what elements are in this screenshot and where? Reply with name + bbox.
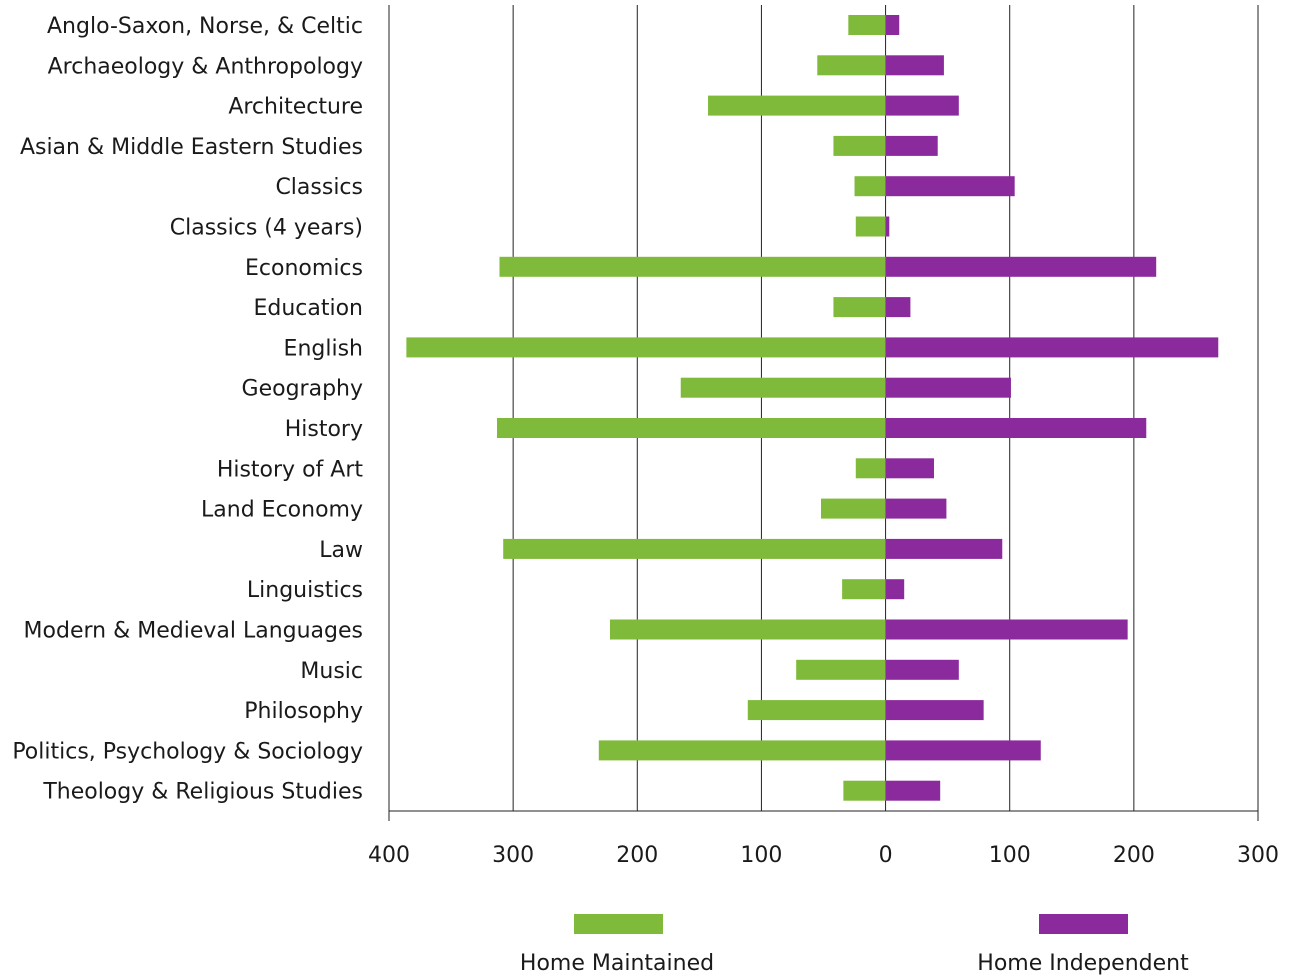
bar-home-maintained	[680, 377, 886, 398]
bar-home-independent	[885, 700, 984, 721]
legend-home-maintained-label: Home Maintained	[520, 951, 714, 976]
category-label: English	[284, 336, 363, 361]
legend-home-maintained-swatch	[574, 914, 663, 934]
legend-home-independent-label: Home Independent	[977, 951, 1189, 976]
bar-home-maintained	[406, 337, 886, 358]
category-label: Music	[300, 659, 363, 684]
bar-home-maintained	[855, 216, 886, 237]
x-tick-labels: 400 300 200 100 0 100 200 300	[368, 843, 1279, 868]
category-label: Philosophy	[244, 699, 363, 724]
bar-home-maintained	[598, 740, 886, 761]
bar-home-maintained	[833, 135, 886, 156]
bars	[406, 15, 1219, 801]
x-tick-label: 0	[879, 843, 893, 868]
bar-home-independent	[885, 256, 1157, 277]
bar-home-maintained	[854, 176, 886, 197]
x-tick-label: 200	[616, 843, 658, 868]
category-label: Law	[319, 538, 363, 563]
category-label: Anglo-Saxon, Norse, & Celtic	[47, 14, 363, 39]
bar-home-independent	[885, 377, 1011, 398]
category-label: Geography	[242, 377, 363, 402]
x-tick-label: 300	[492, 843, 534, 868]
bar-home-independent	[885, 659, 959, 680]
x-tick-label: 300	[1237, 843, 1279, 868]
bar-home-independent	[885, 418, 1147, 438]
bar-home-independent	[885, 55, 944, 76]
category-label: Land Economy	[201, 498, 363, 523]
category-label: Linguistics	[247, 578, 363, 603]
category-label: Classics	[275, 175, 363, 200]
bar-home-independent	[885, 579, 905, 600]
category-label: Asian & Middle Eastern Studies	[20, 135, 363, 160]
bar-home-independent	[885, 780, 941, 801]
bar-home-maintained	[842, 579, 886, 600]
x-tick-label: 200	[1113, 843, 1155, 868]
category-label: Politics, Psychology & Sociology	[12, 739, 363, 764]
bar-home-maintained	[499, 256, 886, 277]
bar-home-independent	[885, 337, 1219, 358]
bar-home-independent	[885, 176, 1015, 197]
category-label: History	[285, 417, 363, 442]
bar-home-maintained	[747, 700, 886, 721]
category-label: Economics	[245, 256, 363, 281]
legend: Home Maintained Home Independent	[520, 914, 1189, 976]
bar-home-maintained	[855, 458, 886, 479]
bar-home-maintained	[848, 15, 886, 35]
bar-home-independent	[885, 498, 947, 519]
category-label: Theology & Religious Studies	[42, 780, 363, 805]
x-tick-label: 400	[368, 843, 410, 868]
bar-home-maintained	[503, 538, 886, 559]
bar-home-independent	[885, 95, 959, 116]
bar-home-maintained	[817, 55, 886, 76]
x-tick-label: 100	[989, 843, 1031, 868]
bar-home-maintained	[843, 780, 886, 801]
x-tick-label: 100	[740, 843, 782, 868]
gridlines	[388, 5, 1259, 821]
bar-home-independent	[885, 15, 900, 35]
bar-home-independent	[885, 740, 1041, 761]
category-label: History of Art	[217, 457, 364, 482]
category-label: Archaeology & Anthropology	[48, 54, 363, 79]
category-label: Classics (4 years)	[170, 216, 363, 241]
bar-home-independent	[885, 297, 911, 318]
bar-home-maintained	[821, 498, 886, 519]
category-label: Education	[253, 296, 363, 321]
bar-home-independent	[885, 216, 890, 237]
category-label: Architecture	[228, 95, 363, 120]
bar-home-independent	[885, 458, 934, 479]
bar-home-independent	[885, 538, 1003, 559]
bar-home-independent	[885, 135, 938, 156]
bar-home-maintained	[497, 418, 886, 438]
bar-home-maintained	[833, 297, 886, 318]
category-labels: Anglo-Saxon, Norse, & Celtic Archaeology …	[12, 14, 363, 805]
category-label: Modern & Medieval Languages	[24, 619, 363, 644]
bar-home-independent	[885, 619, 1128, 640]
bar-home-maintained	[609, 619, 886, 640]
bar-home-maintained	[796, 659, 886, 680]
bar-home-maintained	[708, 95, 886, 116]
legend-home-independent-swatch	[1039, 914, 1128, 934]
